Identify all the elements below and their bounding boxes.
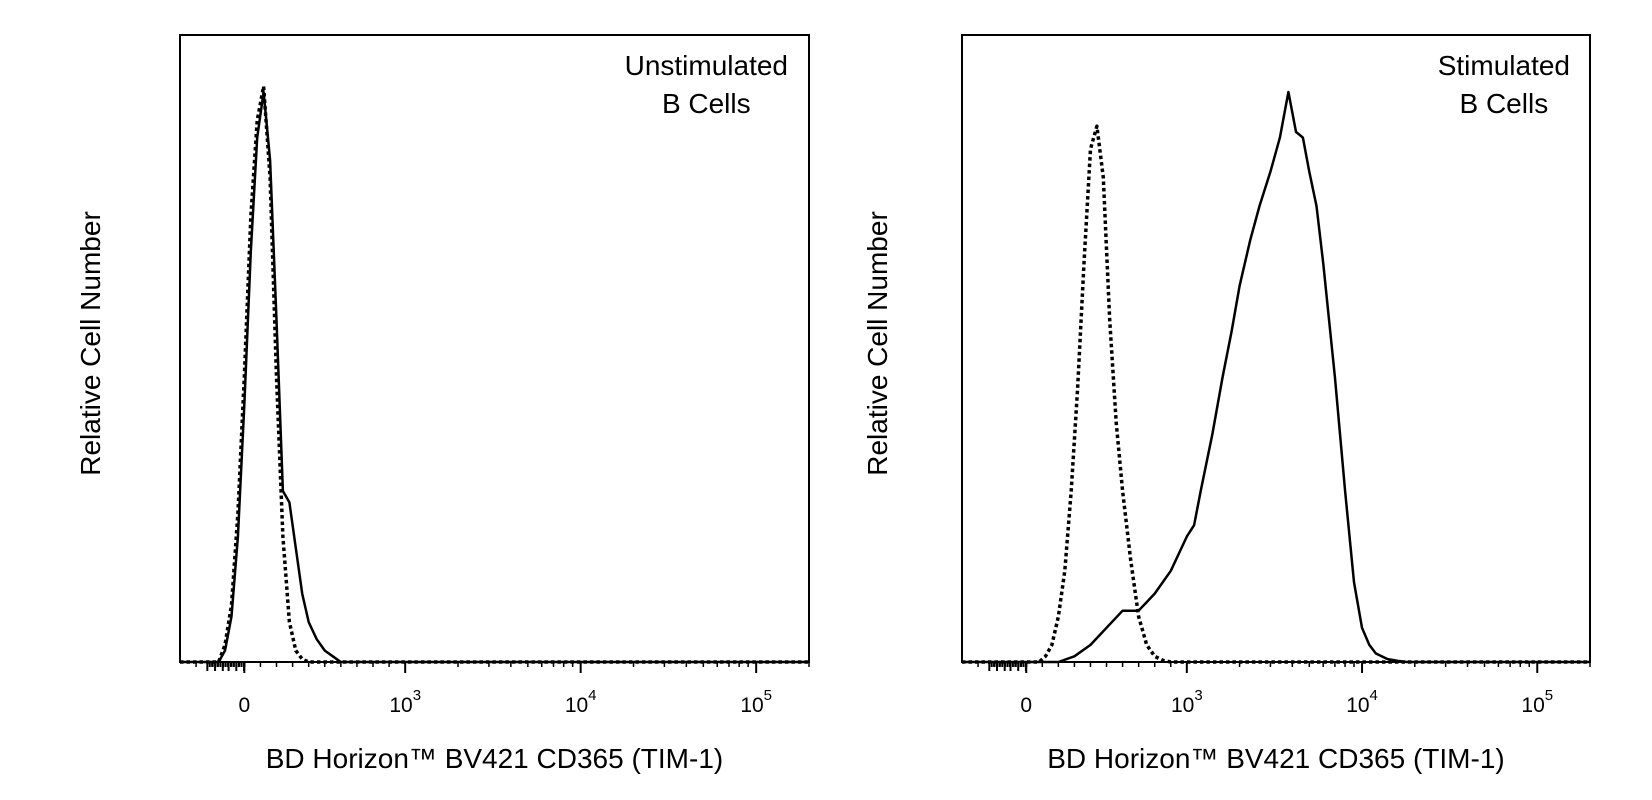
zero-event-rug — [206, 662, 246, 671]
stained-sample-curve — [962, 90, 1590, 664]
plot-frame — [961, 34, 1591, 663]
x-tick-label: 105 — [740, 687, 772, 717]
isotype-control-curve — [962, 124, 1590, 664]
x-axis-label: BD Horizon™ BV421 CD365 (TIM-1) — [1047, 743, 1504, 774]
x-tick-label: 0 — [1020, 694, 1032, 717]
x-tick-label: 104 — [1346, 687, 1378, 717]
x-axis-label: BD Horizon™ BV421 CD365 (TIM-1) — [266, 743, 723, 774]
x-axis-ticks — [977, 662, 1591, 673]
x-axis-ticks — [195, 662, 810, 673]
x-tick-label: 104 — [565, 687, 597, 717]
panel-label-line: Unstimulated — [625, 50, 788, 81]
panel-label-line: B Cells — [662, 88, 751, 119]
isotype-control-curve — [180, 84, 809, 664]
histogram-panel-unstimulated: 0 103 104 105 Unstimulated B Cells BD Horizon™… — [75, 34, 810, 774]
y-axis-label: Relative Cell Number — [75, 211, 106, 476]
x-tick-label: 103 — [389, 687, 421, 717]
x-tick-label: 0 — [238, 694, 250, 717]
stained-sample-curve — [180, 90, 809, 664]
y-axis-label: Relative Cell Number — [862, 211, 893, 476]
x-tick-label: 105 — [1521, 687, 1553, 717]
x-tick-label: 103 — [1171, 687, 1203, 717]
panel-label-line: Stimulated — [1438, 50, 1570, 81]
histogram-panel-stimulated: 0 103 104 105 Stimulated B Cells BD Horizon™ B… — [862, 34, 1591, 774]
panel-label-line: B Cells — [1460, 88, 1549, 119]
